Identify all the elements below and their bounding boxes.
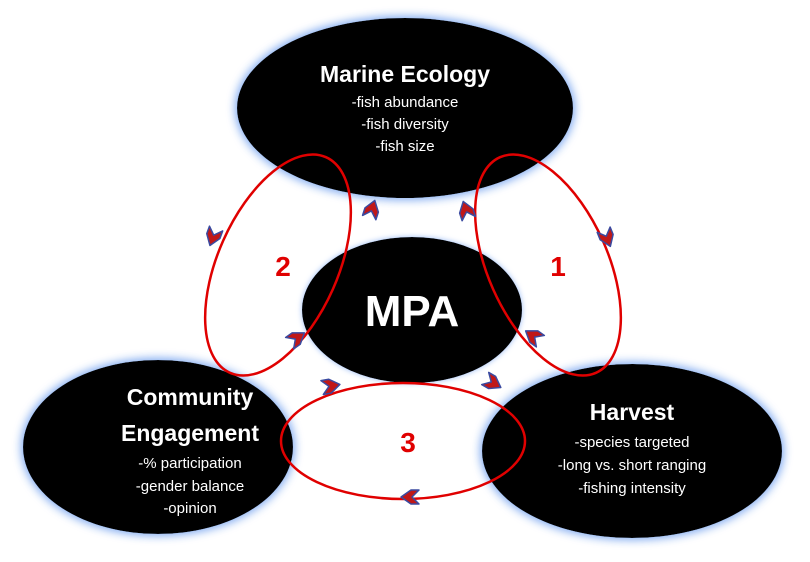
marine-ecology-item: -fish abundance [352, 94, 459, 111]
loop1-arrow-mpa-icon [524, 330, 546, 348]
community-title-line: Engagement [121, 420, 259, 446]
harvest-title: Harvest [590, 399, 675, 425]
community-item: -opinion [163, 500, 216, 517]
loop3-arrow-left-icon [320, 378, 341, 396]
loop2-arrow-mpa-icon [284, 332, 306, 350]
marine-ecology-item: -fish size [375, 138, 434, 155]
loop-3-label: 3 [400, 427, 416, 458]
community-item: -gender balance [136, 478, 244, 495]
loop2-arrow-up-icon [361, 199, 380, 221]
loop1-arrow-up-icon [458, 200, 477, 222]
loop2-arrow-down-icon [206, 225, 224, 247]
harvest-node [482, 364, 782, 538]
loop1-arrow-down-icon [596, 226, 614, 248]
community-title-line: Community [127, 384, 254, 410]
harvest-item: -fishing intensity [578, 480, 686, 497]
loop-1-label: 1 [550, 251, 566, 282]
community-engagement-node [23, 360, 293, 534]
loop-2-ring [203, 153, 353, 377]
community-item: -% participation [138, 455, 241, 472]
marine-ecology-item: -fish diversity [361, 116, 449, 133]
loop3-arrow-right-icon [480, 371, 502, 390]
harvest-item: -species targeted [574, 434, 689, 451]
mpa-title: MPA [365, 287, 460, 336]
marine-ecology-title: Marine Ecology [320, 61, 490, 87]
harvest-item: -long vs. short ranging [558, 457, 706, 474]
loop3-arrow-bottom-icon [400, 489, 420, 505]
loop-2-label: 2 [275, 251, 291, 282]
mpa-node [302, 237, 522, 383]
marine-ecology-node [237, 18, 573, 198]
